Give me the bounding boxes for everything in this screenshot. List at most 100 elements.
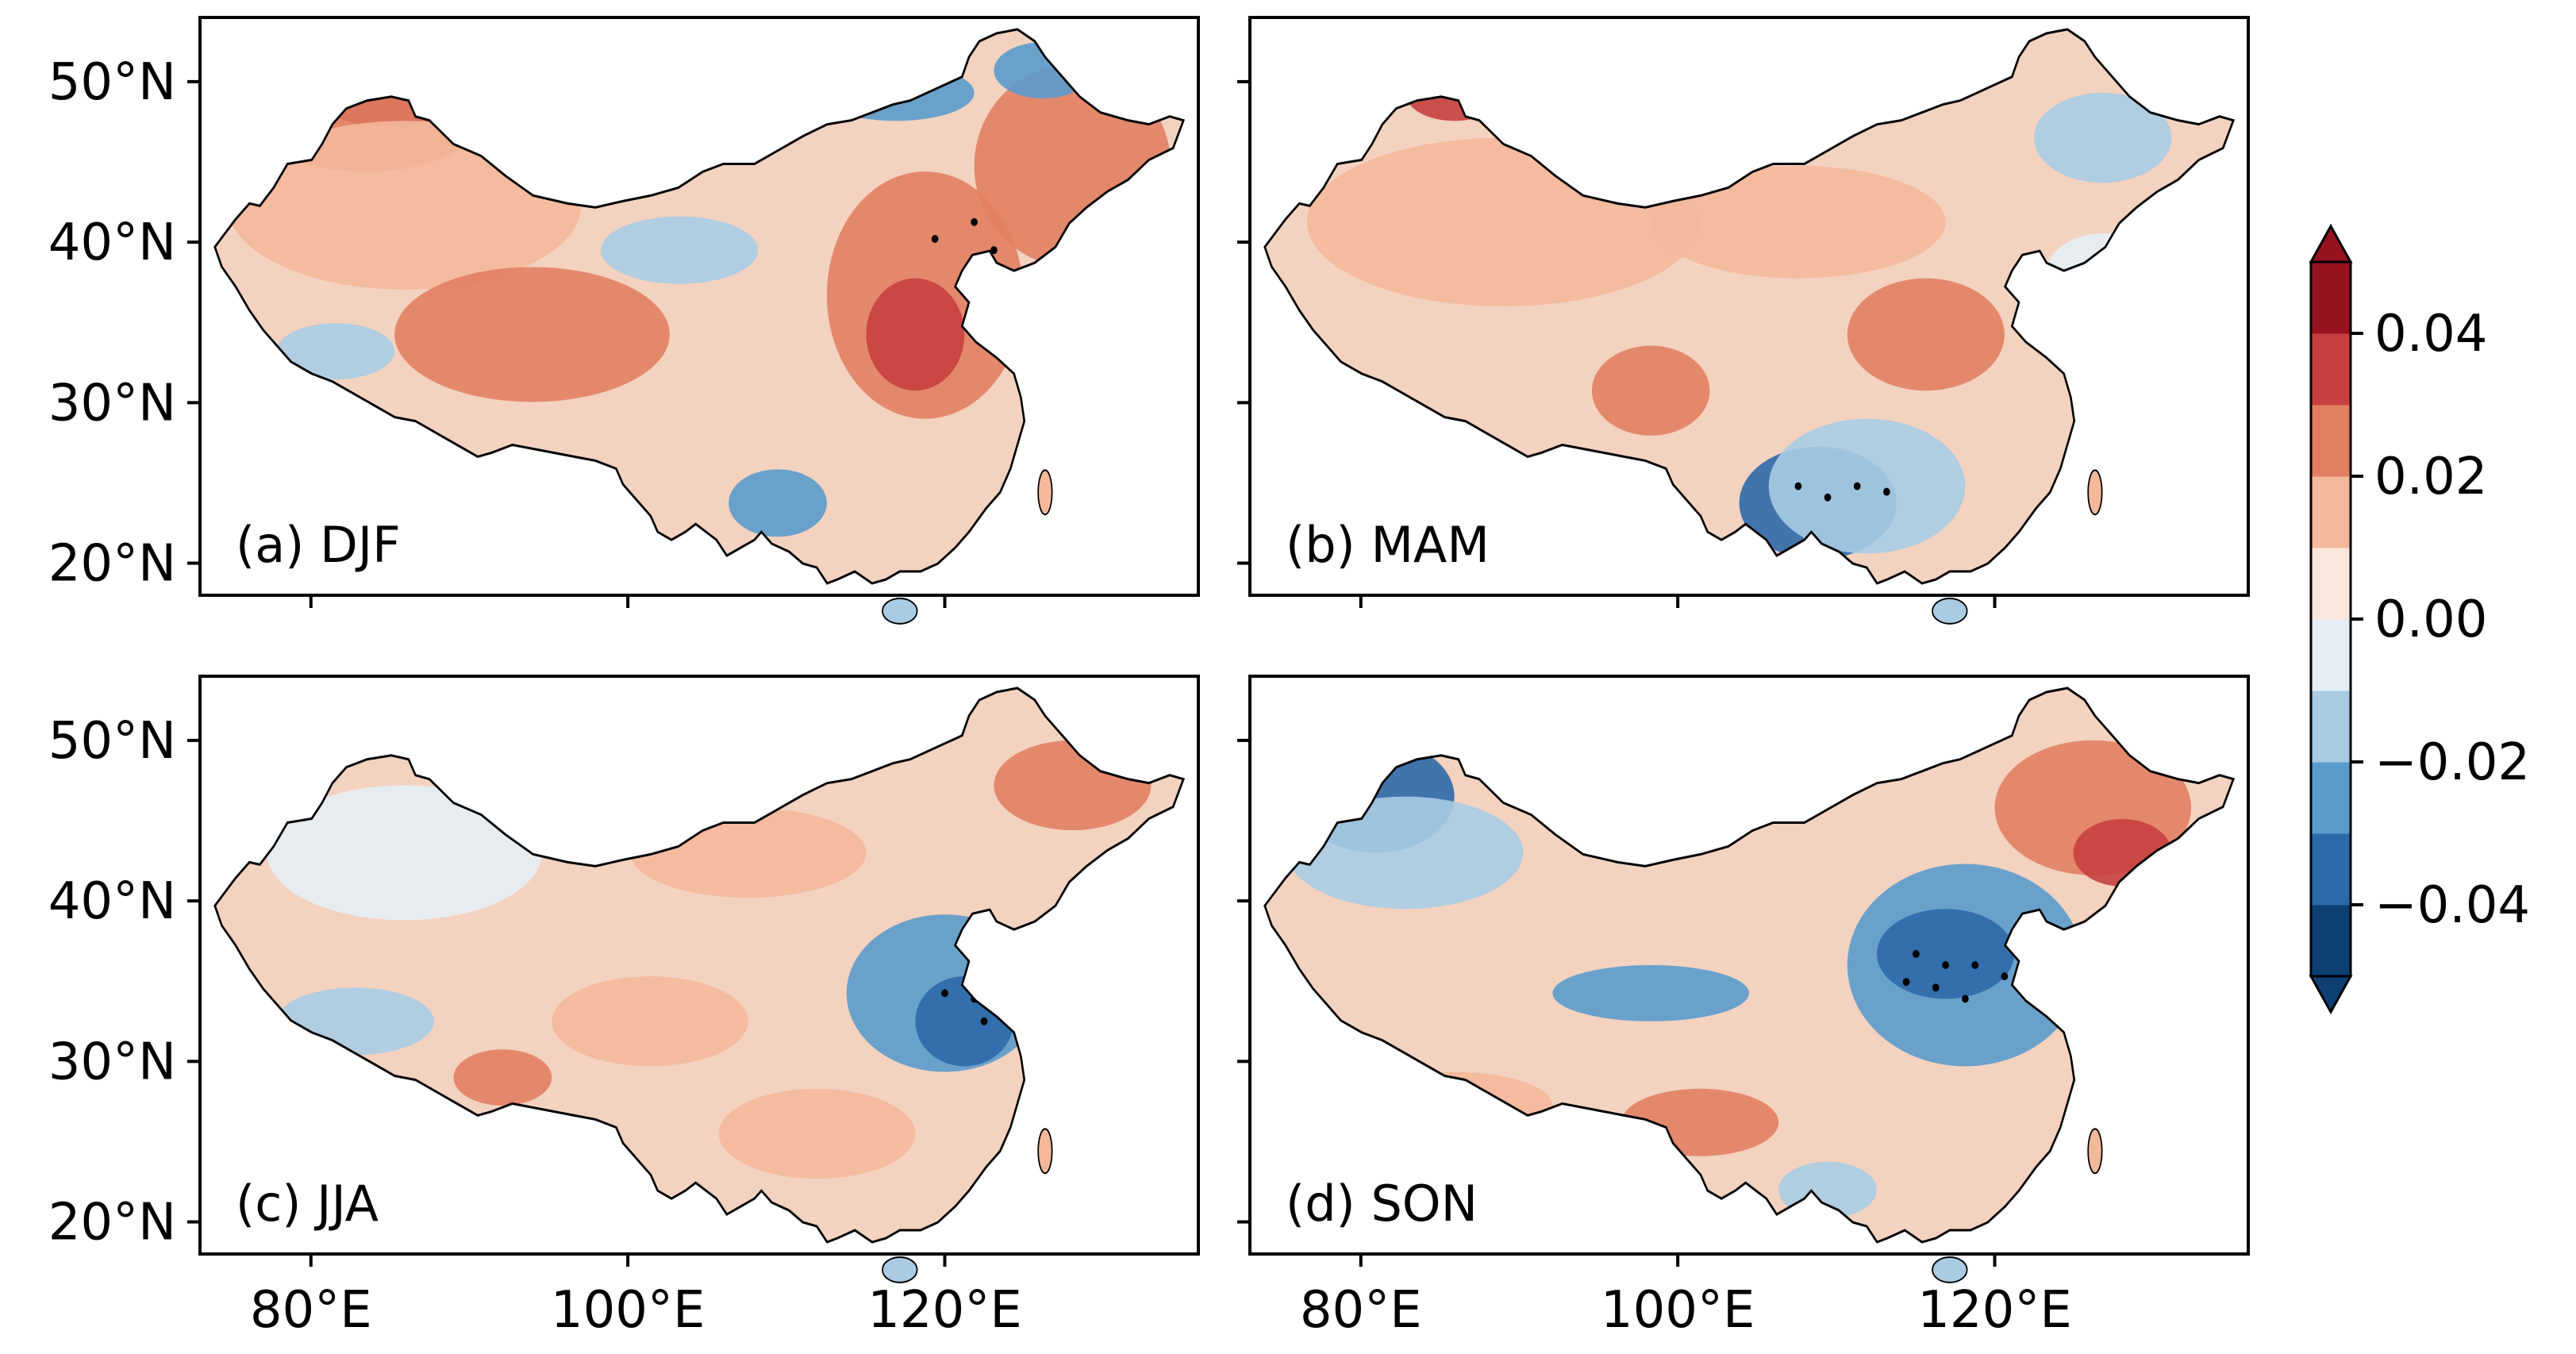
trend-patch	[227, 121, 582, 290]
significance-dot	[1000, 989, 1008, 998]
trend-patch	[1287, 796, 1524, 910]
significance-dot	[990, 246, 998, 255]
colorbar-bin	[2311, 833, 2351, 906]
significance-dot	[1902, 978, 1910, 987]
colorbar-bin	[2311, 548, 2351, 620]
significance-dot	[1913, 949, 1920, 958]
colorbar-bin	[2311, 619, 2351, 691]
trend-patch	[276, 323, 395, 380]
trend-patch	[1876, 909, 2015, 999]
trend-patch	[276, 987, 434, 1056]
colorbar-bin	[2311, 762, 2351, 834]
significance-dot	[1932, 983, 1940, 992]
significance-dot	[1794, 482, 1802, 490]
significance-dot	[980, 1017, 988, 1025]
significance-dot	[1824, 493, 1832, 502]
colorbar-tick-label: 0.02	[2374, 448, 2488, 506]
panel-label-a: (a) DJF	[236, 516, 401, 574]
panel-frame	[1248, 16, 2250, 597]
trend-patch	[817, 64, 975, 121]
trend-patch	[453, 1049, 552, 1106]
trend-patch	[1306, 137, 1701, 307]
lon-tick-label: 80°E	[250, 1281, 372, 1340]
trend-patch	[2073, 818, 2172, 887]
trend-patch	[1552, 965, 1749, 1021]
panel-frame	[1248, 675, 2250, 1256]
trend-patch	[267, 785, 542, 921]
lon-tick-label: 120°E	[1917, 1281, 2072, 1340]
lon-tick-label: 100°E	[1601, 1281, 1755, 1340]
colorbar-bin	[2311, 690, 2351, 763]
hainan-island	[882, 597, 918, 625]
panel-frame	[198, 16, 1200, 597]
significance-dot	[1853, 482, 1861, 490]
lat-tick-label: 30°N	[48, 374, 176, 433]
trend-patch	[729, 469, 827, 537]
panel-frame	[198, 675, 1200, 1256]
trend-patch	[2043, 233, 2162, 324]
colorbar-tick-label: 0.04	[2374, 305, 2488, 364]
trend-patch	[1621, 1088, 1779, 1156]
lat-tick-label: 20°N	[48, 1194, 176, 1252]
trend-patch	[718, 1088, 916, 1179]
trend-patch	[994, 42, 1093, 99]
trend-patch	[1847, 278, 2005, 391]
trend-patch	[1405, 64, 1504, 121]
lat-tick-label: 40°N	[48, 213, 176, 272]
trend-patch	[1591, 345, 1710, 436]
taiwan-island	[2087, 469, 2103, 516]
significance-dot	[941, 989, 948, 998]
trend-patch	[994, 740, 1152, 831]
colorbar: 0.04 0.02 0.00 −0.02 −0.04	[2309, 223, 2530, 1015]
significance-dot	[1962, 994, 1969, 1003]
significance-dot	[1942, 961, 1949, 969]
hainan-island	[882, 1256, 918, 1283]
trend-patch	[1651, 166, 1946, 279]
lat-tick-label: 30°N	[48, 1033, 176, 1091]
longitude-axis-labels: 80°E 100°E 120°E 80°E 100°E 120°E	[250, 1281, 2072, 1340]
panel-label-c: (c) JJA	[236, 1175, 379, 1233]
colorbar-extend-max	[2309, 223, 2353, 263]
lon-tick-label: 100°E	[551, 1281, 706, 1340]
colorbar-bin	[2311, 905, 2351, 977]
trend-patch	[1778, 1161, 1877, 1218]
lat-tick-label: 50°N	[48, 53, 176, 112]
panel-label-d: (d) SON	[1286, 1175, 1478, 1233]
lon-tick-label: 120°E	[867, 1281, 1022, 1340]
colorbar-bin	[2311, 262, 2351, 334]
significance-dot	[1971, 961, 1979, 969]
colorbar-bin	[2311, 333, 2351, 406]
latitude-axis-labels: 50°N 40°N 30°N 20°N 50°N 40°N 30°N 20°N	[48, 53, 176, 1252]
taiwan-island	[1037, 469, 1053, 516]
hainan-island	[1932, 597, 1968, 625]
lon-tick-label: 80°E	[1300, 1281, 1422, 1340]
trend-patch	[1355, 1071, 1553, 1140]
panel-a: (a) DJF	[187, 16, 1200, 625]
trend-patch	[1768, 418, 1966, 554]
trend-patch	[552, 976, 748, 1067]
colorbar-tick-label: −0.02	[2374, 733, 2530, 792]
trend-patch	[2034, 92, 2172, 183]
significance-dot	[1882, 487, 1890, 496]
significance-dot	[2001, 972, 2009, 981]
trend-patch	[915, 976, 1014, 1067]
trend-patch	[601, 216, 759, 284]
significance-dot	[971, 217, 978, 226]
lat-tick-label: 50°N	[48, 712, 176, 771]
colorbar-tick-label: 0.00	[2374, 590, 2488, 649]
panel-b: (b) MAM	[1237, 16, 2250, 625]
panel-c: (c) JJA	[187, 675, 1200, 1283]
significance-dot	[931, 235, 939, 244]
colorbar-tick-label: −0.04	[2374, 876, 2530, 935]
panel-label-b: (b) MAM	[1286, 516, 1490, 574]
colorbar-bin	[2311, 405, 2351, 477]
lat-tick-label: 20°N	[48, 535, 176, 594]
hainan-island	[1932, 1256, 1968, 1283]
trend-patch	[866, 278, 965, 391]
taiwan-island	[1037, 1128, 1053, 1175]
trend-patch	[394, 267, 670, 402]
taiwan-island	[2087, 1128, 2103, 1175]
colorbar-extend-min	[2309, 975, 2353, 1015]
trend-patch	[630, 807, 867, 898]
